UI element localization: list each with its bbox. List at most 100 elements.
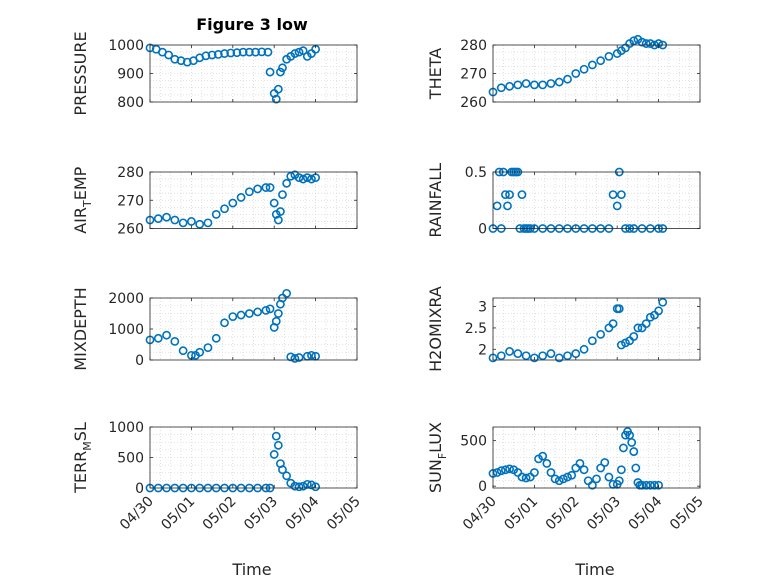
- data-point: [170, 215, 180, 225]
- data-point: [236, 193, 246, 202]
- data-point: [492, 201, 502, 211]
- y-axis-label-air-temp: AIRTEMP: [71, 166, 94, 233]
- data-point: [153, 333, 163, 343]
- data-point: [505, 81, 514, 91]
- data-point: [236, 310, 246, 320]
- data-point: [220, 318, 229, 328]
- data-point: [276, 207, 285, 216]
- data-point: [633, 323, 643, 333]
- data-point: [579, 64, 589, 74]
- x-axis-label-left: Time: [231, 560, 271, 579]
- subplot-rainfall: 0 0.5 RAINFALL: [426, 163, 701, 238]
- data-point: [278, 190, 287, 199]
- data-point: [203, 343, 213, 352]
- data-point: [604, 52, 614, 61]
- data-point: [290, 49, 300, 58]
- y-tick-label: 280: [117, 165, 144, 181]
- data-point: [631, 463, 641, 473]
- data-point: [645, 39, 655, 48]
- y-tick-label: 270: [117, 193, 144, 209]
- data-point: [571, 349, 581, 358]
- data-point: [641, 480, 651, 490]
- data-point: [554, 77, 564, 87]
- data-point: [307, 350, 316, 360]
- y-axis-label-sun-flux: SUNFLUX: [426, 422, 449, 493]
- data-point: [587, 336, 597, 346]
- x-tick-label: 05/05: [324, 494, 364, 534]
- subplot-air-temp: 260 270 280 AIRTEMP: [71, 165, 358, 238]
- subplot-terr-msl: 0 500 1000 04/30 05/01 05/02 05/03 05/04 05/05 TE…: [71, 420, 364, 533]
- data-point: [492, 468, 502, 477]
- data-point: [257, 47, 267, 57]
- data-point: [596, 56, 606, 66]
- data-point: [619, 443, 628, 453]
- data-point: [650, 480, 659, 490]
- data-point: [278, 63, 287, 73]
- data-point: [201, 51, 211, 61]
- data-point: [554, 476, 564, 486]
- data-point: [170, 336, 180, 346]
- data-point: [496, 83, 506, 93]
- data-point: [521, 473, 531, 483]
- x-tick-label: 05/03: [241, 494, 281, 534]
- data-point: [282, 178, 292, 188]
- data-point: [153, 214, 163, 224]
- data-point: [278, 465, 287, 475]
- x-tick-label: 05/04: [626, 493, 666, 533]
- data-point: [579, 344, 589, 354]
- data-point: [294, 173, 304, 183]
- data-point: [294, 353, 304, 362]
- data-point: [244, 187, 254, 197]
- data-point: [614, 304, 624, 314]
- data-point: [282, 288, 292, 298]
- data-point: [228, 198, 238, 208]
- data-point: [503, 201, 512, 211]
- data-point: [286, 171, 296, 181]
- data-point: [614, 476, 624, 486]
- data-point: [530, 353, 539, 363]
- data-point: [604, 472, 614, 482]
- data-point: [226, 48, 236, 58]
- data-point: [587, 60, 597, 70]
- data-point: [298, 46, 308, 56]
- data-point: [612, 201, 622, 211]
- y-tick-label: 0: [478, 222, 487, 238]
- y-tick-label: 0.5: [465, 165, 487, 181]
- x-tick-label: 05/01: [501, 494, 541, 534]
- data-point: [658, 297, 668, 307]
- data-point: [517, 472, 527, 482]
- data-point: [608, 190, 618, 199]
- data-point: [592, 474, 601, 484]
- data-point: [496, 351, 506, 361]
- data-point: [530, 468, 539, 477]
- data-point: [186, 217, 196, 226]
- data-point: [271, 94, 281, 104]
- data-point: [273, 215, 283, 225]
- y-axis-label-pressure: PRESSURE: [71, 31, 90, 115]
- x-tick-label: 05/05: [667, 494, 707, 534]
- data-point: [213, 50, 223, 59]
- y-tick-label: 0: [135, 353, 144, 369]
- data-point: [294, 47, 304, 57]
- y-tick-label: 270: [460, 67, 487, 83]
- y-tick-label: 1000: [108, 420, 144, 436]
- data-point: [596, 463, 606, 473]
- data-point: [294, 482, 304, 492]
- data-point: [513, 349, 523, 358]
- data-point: [567, 470, 577, 480]
- data-point: [575, 459, 585, 468]
- data-point: [164, 50, 174, 60]
- data-point: [271, 431, 281, 441]
- x-tick-label: 05/02: [200, 494, 240, 534]
- data-point: [505, 347, 514, 356]
- y-axis-label-mixdepth: MIXDEPTH: [71, 287, 90, 370]
- data-point: [521, 79, 531, 88]
- data-point: [579, 465, 589, 475]
- y-tick-label: 2.5: [465, 321, 487, 337]
- data-point: [608, 319, 618, 329]
- y-tick-label: 280: [460, 38, 487, 54]
- data-point: [178, 346, 188, 356]
- data-point: [645, 480, 655, 490]
- data-point: [637, 480, 647, 490]
